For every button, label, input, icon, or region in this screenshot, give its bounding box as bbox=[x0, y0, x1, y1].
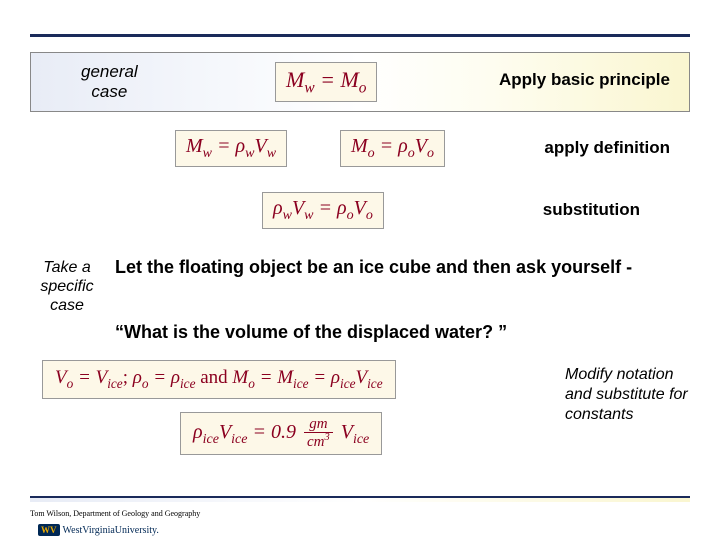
general-case-label: generalcase bbox=[81, 62, 138, 103]
take-specific-label: Take a specific case bbox=[32, 258, 102, 316]
wvu-logo-text: WestVirginiaUniversity. bbox=[63, 525, 159, 536]
equation-mo: Mo = ρoVo bbox=[340, 130, 445, 167]
equation-substitution: ρwVw = ρoVo bbox=[262, 192, 384, 229]
equation-main: Mw = Mo bbox=[275, 62, 377, 102]
top-rule bbox=[30, 34, 690, 37]
substitution-label: substitution bbox=[543, 200, 640, 220]
apply-definition-label: apply definition bbox=[544, 138, 670, 158]
bottom-gradient-bar bbox=[30, 496, 690, 502]
wvu-logo: WVWestVirginiaUniversity. bbox=[38, 524, 159, 536]
modify-notation-label: Modify notation and substitute for const… bbox=[565, 365, 690, 425]
footer-credit: Tom Wilson, Department of Geology and Ge… bbox=[30, 509, 200, 518]
equation-final: ρiceVice = 0.9 gmcm3 Vice bbox=[180, 412, 382, 455]
equation-long: Vo = Vice; ρo = ρice and Mo = Mice = ρic… bbox=[42, 360, 396, 399]
let-floating-text: Let the floating object be an ice cube a… bbox=[115, 256, 695, 279]
equation-mw: Mw = ρwVw bbox=[175, 130, 287, 167]
apply-basic-label: Apply basic principle bbox=[499, 70, 670, 90]
what-volume-text: “What is the volume of the displaced wat… bbox=[115, 322, 507, 343]
wvu-mark-icon: WV bbox=[38, 524, 60, 536]
